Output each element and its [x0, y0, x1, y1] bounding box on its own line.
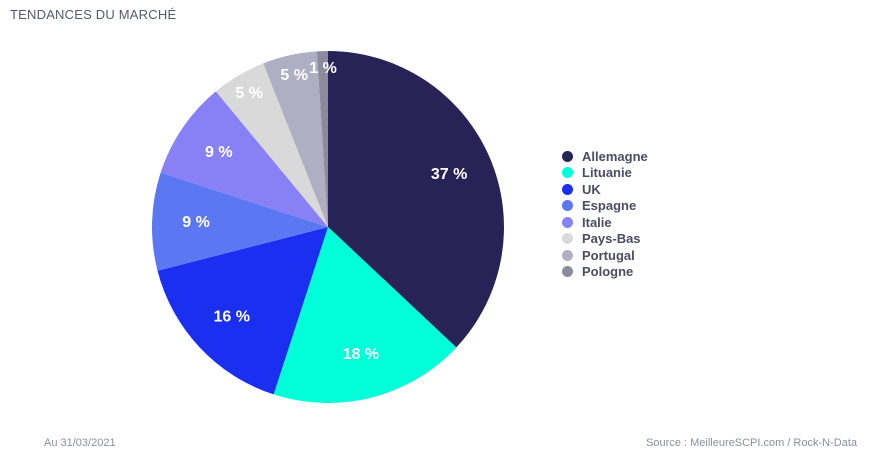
pie-slice-allemagne: [328, 51, 505, 348]
legend-label: Pologne: [582, 264, 634, 280]
legend-item-portugal: Portugal: [562, 247, 648, 264]
slice-value-label-pays-bas: 5 %: [235, 85, 263, 102]
legend-label: Pays-Bas: [582, 231, 641, 247]
slice-value-label-portugal: 5 %: [280, 67, 308, 84]
pie-slice-lituanie: [273, 227, 457, 404]
chart-title: TENDANCES DU MARCHÉ: [10, 7, 177, 22]
pie-slice-italie: [160, 91, 328, 227]
legend-label: Portugal: [582, 247, 635, 263]
legend-item-espagne: Espagne: [562, 198, 648, 215]
legend-item-pays-bas: Pays-Bas: [562, 231, 648, 248]
legend-swatch: [562, 150, 573, 162]
slice-value-label-pologne: 1 %: [309, 60, 337, 77]
legend-swatch: [562, 167, 573, 179]
legend-label: UK: [582, 181, 601, 197]
pie-slice-pays-bas: [215, 63, 328, 227]
slice-value-label-espagne: 9 %: [182, 214, 210, 231]
legend-swatch: [562, 233, 573, 245]
legend-label: Italie: [582, 214, 612, 230]
legend-item-italie: Italie: [562, 214, 648, 231]
date-note: Au 31/03/2021: [44, 437, 116, 449]
pie-slice-uk: [157, 227, 328, 395]
legend-swatch: [562, 200, 573, 212]
legend-item-allemagne: Allemagne: [562, 148, 648, 165]
legend-label: Espagne: [582, 198, 637, 214]
source-note: Source : MeilleureSCPI.com / Rock-N-Data: [646, 437, 857, 449]
legend-item-pologne: Pologne: [562, 264, 648, 281]
legend-swatch: [562, 266, 573, 278]
legend-swatch: [562, 249, 573, 261]
pie-slice-pologne: [316, 51, 328, 227]
slice-value-label-uk: 16 %: [214, 309, 250, 326]
pie-slice-portugal: [263, 51, 328, 228]
slice-value-label-lituanie: 18 %: [343, 346, 379, 363]
pie-slice-espagne: [152, 172, 328, 271]
legend-label: Allemagne: [582, 148, 648, 164]
legend-swatch: [562, 216, 573, 228]
slice-value-label-allemagne: 37 %: [431, 166, 467, 183]
legend-label: Lituanie: [582, 165, 632, 181]
legend-item-uk: UK: [562, 181, 648, 198]
slice-value-label-italie: 9 %: [205, 144, 233, 161]
legend-swatch: [562, 183, 573, 195]
legend-item-lituanie: Lituanie: [562, 165, 648, 182]
chart-legend: Allemagne Lituanie UK Espagne Italie Pays-Bas…: [562, 148, 648, 280]
